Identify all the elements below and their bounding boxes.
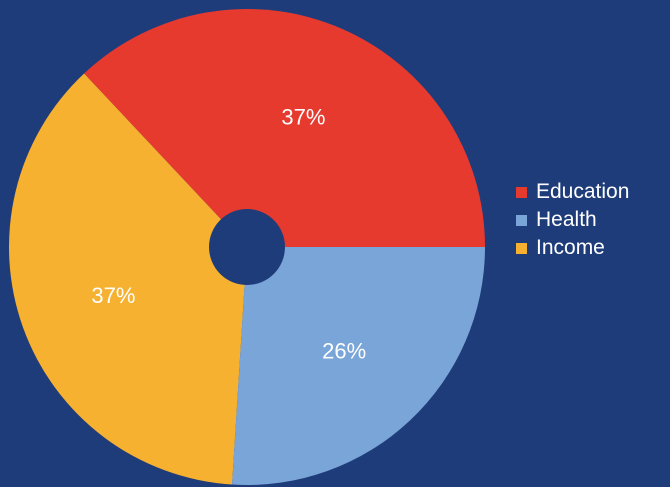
legend-item-income: Income	[516, 234, 629, 262]
legend-swatch-income	[516, 242, 527, 254]
pie-slice-health	[232, 247, 485, 485]
legend-swatch-health	[516, 214, 527, 226]
legend-label-health: Health	[536, 208, 597, 231]
data-label-income: 37%	[91, 283, 135, 308]
pie-center-hole	[209, 209, 285, 285]
legend-swatch-education	[516, 186, 527, 198]
data-label-education: 37%	[281, 105, 325, 130]
legend: Education Health Income	[516, 178, 629, 262]
legend-label-education: Education	[536, 180, 630, 203]
legend-item-health: Health	[516, 206, 629, 234]
pie-slice-income	[9, 73, 247, 485]
pie-data-labels: 37% 37% 26%	[91, 105, 366, 364]
legend-label-income: Income	[536, 236, 605, 259]
legend-item-education: Education	[516, 178, 629, 206]
data-label-health: 26%	[322, 339, 366, 364]
pie-slice-education	[84, 9, 485, 247]
pie-slices	[9, 9, 485, 485]
